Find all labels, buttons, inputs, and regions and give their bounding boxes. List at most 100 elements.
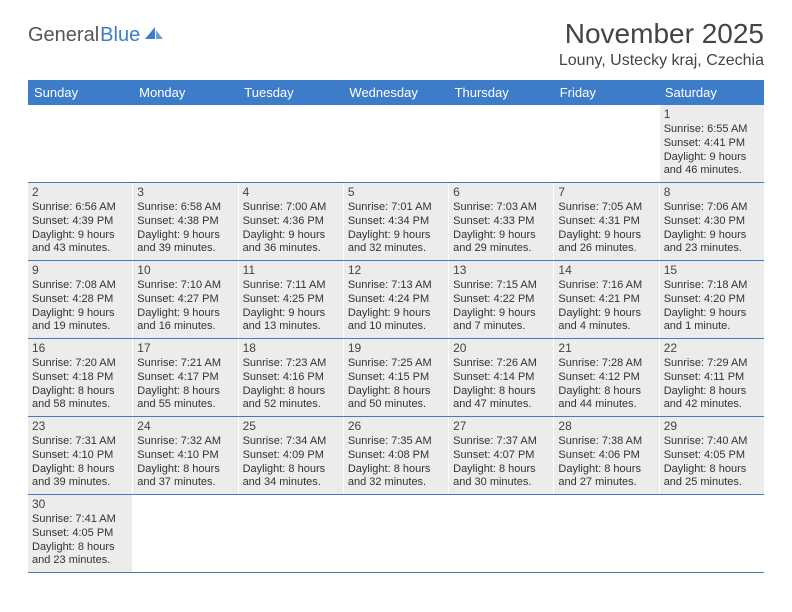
day-cell: 4Sunrise: 7:00 AMSunset: 4:36 PMDaylight… xyxy=(239,183,344,260)
day-number: 29 xyxy=(664,419,760,434)
day-info-line: Sunset: 4:16 PM xyxy=(243,371,339,385)
day-info-line: Sunset: 4:39 PM xyxy=(32,215,128,229)
day-info-line: Sunrise: 7:20 AM xyxy=(32,357,128,371)
day-cell: 12Sunrise: 7:13 AMSunset: 4:24 PMDayligh… xyxy=(344,261,449,338)
day-info-line: Sunrise: 7:35 AM xyxy=(348,435,444,449)
day-cell: 15Sunrise: 7:18 AMSunset: 4:20 PMDayligh… xyxy=(660,261,764,338)
day-info-line: Sunset: 4:25 PM xyxy=(243,293,339,307)
month-title: November 2025 xyxy=(559,18,764,50)
day-number: 25 xyxy=(243,419,339,434)
week-row: 30Sunrise: 7:41 AMSunset: 4:05 PMDayligh… xyxy=(28,495,764,573)
day-cell xyxy=(28,105,133,182)
day-number: 8 xyxy=(664,185,760,200)
day-info-line: and 19 minutes. xyxy=(32,320,128,334)
day-info-line: Daylight: 8 hours xyxy=(243,463,339,477)
day-info-line: Sunset: 4:28 PM xyxy=(32,293,128,307)
day-header: Friday xyxy=(554,80,659,105)
day-info-line: and 26 minutes. xyxy=(558,242,654,256)
day-info-line: Sunset: 4:20 PM xyxy=(664,293,760,307)
day-number: 19 xyxy=(348,341,444,356)
day-cell: 13Sunrise: 7:15 AMSunset: 4:22 PMDayligh… xyxy=(449,261,554,338)
day-info-line: Sunset: 4:34 PM xyxy=(348,215,444,229)
day-info-line: Daylight: 9 hours xyxy=(348,307,444,321)
day-info-line: Sunrise: 7:37 AM xyxy=(453,435,549,449)
day-info-line: Sunset: 4:12 PM xyxy=(558,371,654,385)
day-info-line: Sunrise: 7:06 AM xyxy=(664,201,760,215)
day-info-line: Daylight: 9 hours xyxy=(558,229,654,243)
week-row: 9Sunrise: 7:08 AMSunset: 4:28 PMDaylight… xyxy=(28,261,764,339)
day-info-line: Sunset: 4:17 PM xyxy=(137,371,233,385)
day-info-line: Sunrise: 7:28 AM xyxy=(558,357,654,371)
day-info-line: Daylight: 8 hours xyxy=(243,385,339,399)
day-cell xyxy=(660,495,764,572)
day-number: 1 xyxy=(664,107,760,122)
day-info-line: Sunset: 4:10 PM xyxy=(137,449,233,463)
day-header: Saturday xyxy=(659,80,764,105)
day-number: 7 xyxy=(558,185,654,200)
week-row: 2Sunrise: 6:56 AMSunset: 4:39 PMDaylight… xyxy=(28,183,764,261)
location: Louny, Ustecky kraj, Czechia xyxy=(559,52,764,70)
day-info-line: Daylight: 8 hours xyxy=(137,463,233,477)
day-cell: 25Sunrise: 7:34 AMSunset: 4:09 PMDayligh… xyxy=(239,417,344,494)
sail-icon xyxy=(143,25,165,43)
logo-text-2: Blue xyxy=(100,24,140,47)
day-cell xyxy=(554,495,659,572)
day-info-line: and 47 minutes. xyxy=(453,398,549,412)
day-cell: 28Sunrise: 7:38 AMSunset: 4:06 PMDayligh… xyxy=(554,417,659,494)
header: GeneralBlue November 2025 Louny, Ustecky… xyxy=(28,18,764,70)
day-header: Tuesday xyxy=(238,80,343,105)
day-info-line: Daylight: 9 hours xyxy=(664,151,760,165)
day-info-line: and 7 minutes. xyxy=(453,320,549,334)
day-number: 22 xyxy=(664,341,760,356)
day-number: 17 xyxy=(137,341,233,356)
day-cell xyxy=(344,105,449,182)
day-info-line: Daylight: 8 hours xyxy=(32,541,128,555)
week-row: 23Sunrise: 7:31 AMSunset: 4:10 PMDayligh… xyxy=(28,417,764,495)
day-info-line: Daylight: 9 hours xyxy=(137,307,233,321)
day-info-line: and 23 minutes. xyxy=(32,554,128,568)
day-info-line: Sunrise: 7:16 AM xyxy=(558,279,654,293)
day-header-row: SundayMondayTuesdayWednesdayThursdayFrid… xyxy=(28,80,764,105)
day-number: 30 xyxy=(32,497,128,512)
day-cell: 24Sunrise: 7:32 AMSunset: 4:10 PMDayligh… xyxy=(133,417,238,494)
day-info-line: Daylight: 8 hours xyxy=(558,463,654,477)
day-number: 4 xyxy=(243,185,339,200)
day-info-line: Sunrise: 7:18 AM xyxy=(664,279,760,293)
week-row: 1Sunrise: 6:55 AMSunset: 4:41 PMDaylight… xyxy=(28,105,764,183)
day-info-line: Sunrise: 7:08 AM xyxy=(32,279,128,293)
day-number: 16 xyxy=(32,341,128,356)
day-cell xyxy=(239,105,344,182)
day-info-line: Sunrise: 7:11 AM xyxy=(243,279,339,293)
day-info-line: and 27 minutes. xyxy=(558,476,654,490)
day-info-line: and 1 minute. xyxy=(664,320,760,334)
day-cell: 2Sunrise: 6:56 AMSunset: 4:39 PMDaylight… xyxy=(28,183,133,260)
day-info-line: Sunset: 4:22 PM xyxy=(453,293,549,307)
day-cell: 8Sunrise: 7:06 AMSunset: 4:30 PMDaylight… xyxy=(660,183,764,260)
day-number: 6 xyxy=(453,185,549,200)
day-info-line: Sunset: 4:41 PM xyxy=(664,137,760,151)
day-info-line: Sunset: 4:30 PM xyxy=(664,215,760,229)
day-info-line: Sunset: 4:36 PM xyxy=(243,215,339,229)
day-cell: 3Sunrise: 6:58 AMSunset: 4:38 PMDaylight… xyxy=(133,183,238,260)
day-cell: 10Sunrise: 7:10 AMSunset: 4:27 PMDayligh… xyxy=(133,261,238,338)
day-info-line: Sunset: 4:08 PM xyxy=(348,449,444,463)
day-info-line: Daylight: 9 hours xyxy=(243,307,339,321)
day-number: 11 xyxy=(243,263,339,278)
day-info-line: Sunrise: 7:10 AM xyxy=(137,279,233,293)
day-info-line: and 37 minutes. xyxy=(137,476,233,490)
day-info-line: Sunrise: 7:32 AM xyxy=(137,435,233,449)
day-info-line: and 34 minutes. xyxy=(243,476,339,490)
day-info-line: Daylight: 8 hours xyxy=(32,385,128,399)
day-info-line: Daylight: 8 hours xyxy=(348,385,444,399)
day-info-line: Sunset: 4:14 PM xyxy=(453,371,549,385)
day-header: Thursday xyxy=(449,80,554,105)
day-number: 13 xyxy=(453,263,549,278)
logo-text-1: General xyxy=(28,24,99,47)
day-cell: 19Sunrise: 7:25 AMSunset: 4:15 PMDayligh… xyxy=(344,339,449,416)
day-cell: 23Sunrise: 7:31 AMSunset: 4:10 PMDayligh… xyxy=(28,417,133,494)
day-info-line: Sunrise: 7:26 AM xyxy=(453,357,549,371)
day-info-line: Sunrise: 7:21 AM xyxy=(137,357,233,371)
day-cell xyxy=(449,495,554,572)
day-info-line: Sunrise: 6:56 AM xyxy=(32,201,128,215)
day-info-line: and 32 minutes. xyxy=(348,476,444,490)
